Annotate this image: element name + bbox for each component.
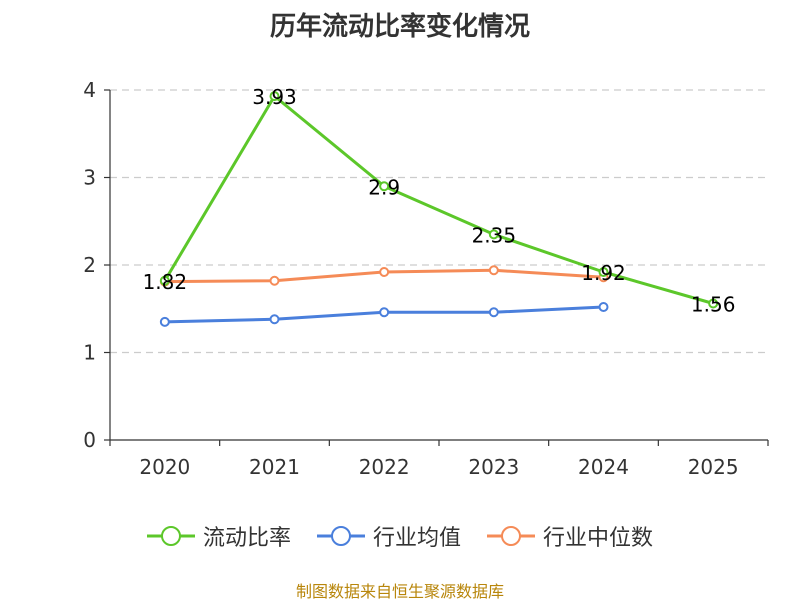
legend-label: 流动比率 — [202, 526, 291, 551]
data-label: 2.9 — [368, 175, 400, 199]
legend-marker-icon — [316, 526, 365, 546]
data-point — [379, 181, 390, 192]
x-tick-label: 2023 — [468, 455, 519, 479]
x-tick-label: 2022 — [359, 455, 410, 479]
data-point — [269, 314, 280, 325]
source-footer: 制图数据来自恒生聚源数据库 — [295, 582, 504, 601]
x-tick-label: 2021 — [249, 455, 300, 479]
legend-item[interactable]: 行业中位数 — [487, 520, 653, 552]
legend-marker-icon — [487, 526, 535, 546]
legend-marker-icon — [146, 526, 195, 546]
chart-title: 历年流动比率变化情况 — [269, 12, 530, 42]
y-tick-label: 3 — [83, 166, 96, 190]
data-point — [269, 275, 280, 286]
legend-item[interactable]: 流动比率 — [146, 520, 291, 552]
legend-label: 行业均值 — [372, 526, 461, 551]
data-point — [598, 302, 609, 312]
data-point — [379, 307, 390, 318]
data-point — [488, 265, 499, 276]
data-point — [488, 307, 499, 318]
data-label: 1.56 — [691, 293, 736, 317]
x-tick-label: 2024 — [578, 455, 629, 479]
data-point — [159, 316, 170, 327]
data-point — [159, 275, 170, 286]
data-label: 2.35 — [472, 223, 517, 247]
x-tick-label: 2025 — [688, 455, 739, 479]
legend-label: 行业中位数 — [543, 526, 654, 551]
data-point — [598, 267, 609, 277]
data-point — [488, 229, 499, 240]
y-tick-label: 4 — [83, 78, 96, 102]
data-point — [379, 267, 390, 277]
series-line — [163, 94, 714, 305]
data-label: 3.93 — [252, 85, 297, 109]
x-tick-label: 2020 — [139, 455, 190, 479]
y-tick-label: 1 — [83, 341, 96, 365]
y-tick-label: 2 — [83, 253, 96, 277]
chart-legend: 流动比率 行业均值 行业中位数 — [0, 520, 800, 552]
data-label: 1.92 — [581, 261, 626, 285]
data-label: 1.82 — [143, 270, 188, 294]
legend-item[interactable]: 行业均值 — [316, 520, 461, 552]
data-point — [708, 298, 719, 309]
y-tick-label: 0 — [83, 428, 96, 452]
data-point — [269, 91, 280, 102]
